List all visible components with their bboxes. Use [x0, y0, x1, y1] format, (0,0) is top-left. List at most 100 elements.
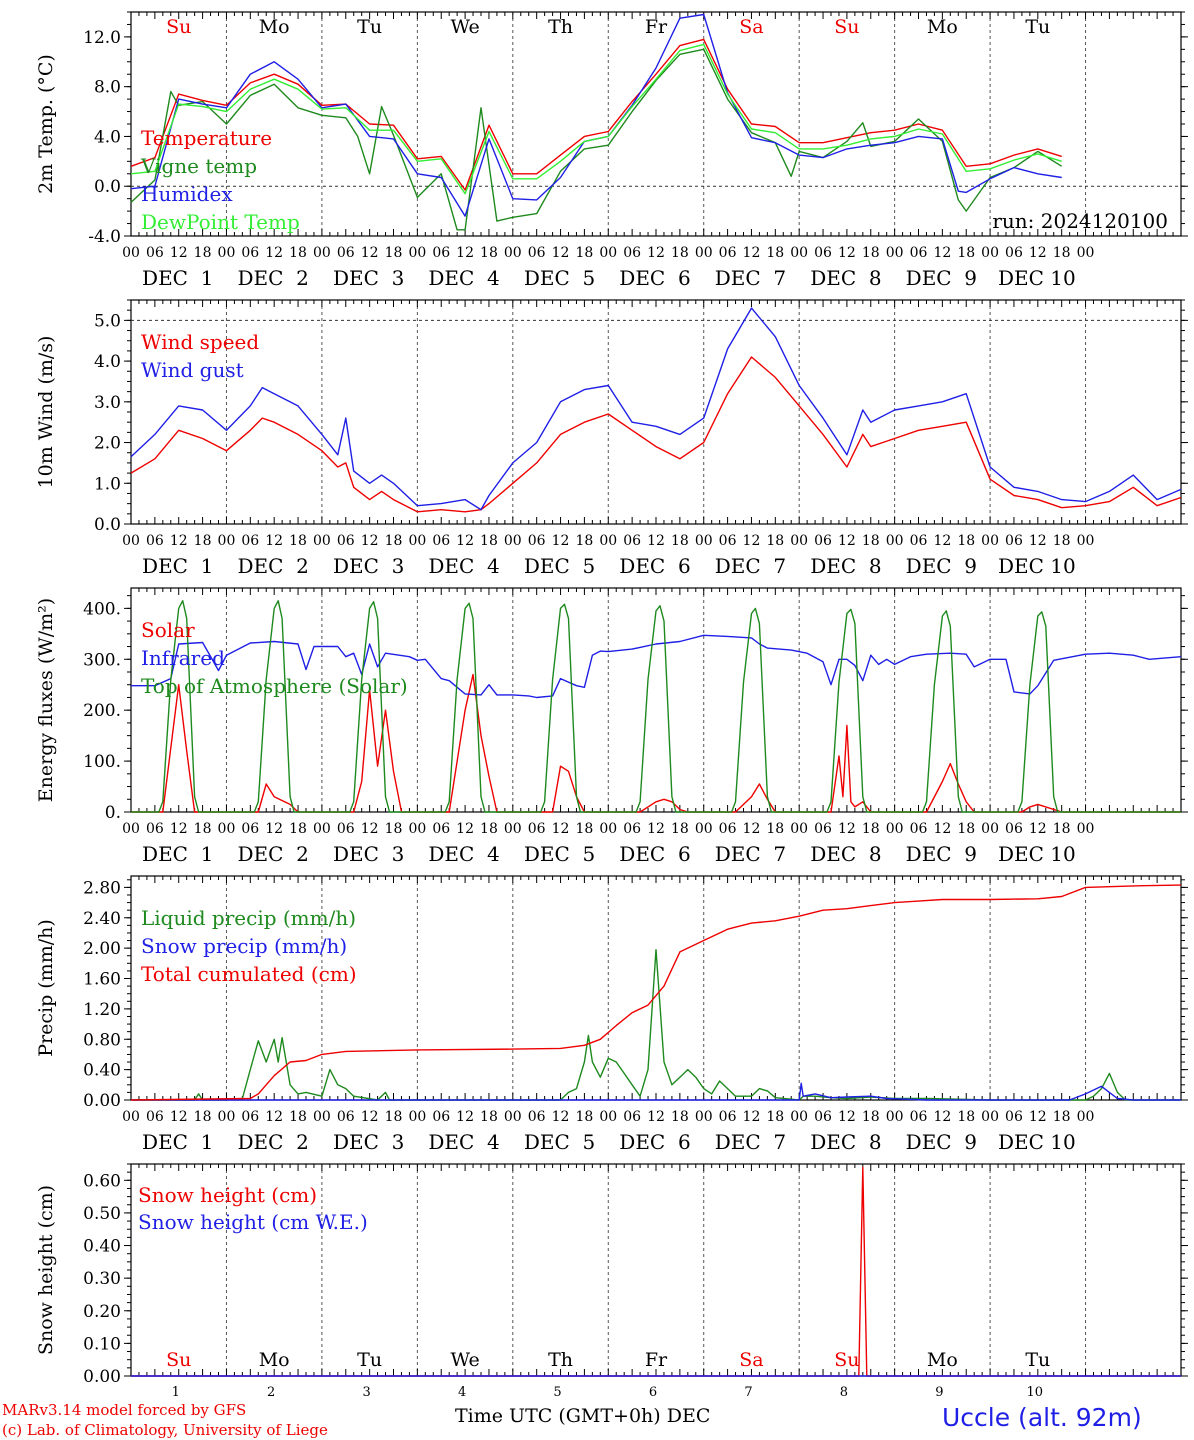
- y-tick-label: 300.: [83, 650, 121, 670]
- hour-tick-label: 00: [504, 245, 522, 261]
- hour-tick-label: 00: [695, 1109, 713, 1125]
- hour-tick-label: 00: [1077, 245, 1095, 261]
- y-axis-label: 2m Temp. (°C): [35, 54, 57, 194]
- series-line-snow-precip-mm-h-: [131, 1082, 1181, 1101]
- hour-tick-label: 06: [814, 533, 832, 549]
- y-tick-label: 0.40: [83, 1237, 121, 1257]
- day-label: DEC 5: [524, 266, 595, 290]
- hour-tick-label: 06: [241, 821, 259, 837]
- y-tick-label: 5.0: [94, 311, 121, 331]
- hour-tick-label: 12: [743, 533, 761, 549]
- hour-tick-label: 00: [218, 245, 236, 261]
- hour-tick-label: 12: [743, 245, 761, 261]
- hour-tick-label: 18: [289, 245, 307, 261]
- day-label: DEC 4: [428, 266, 499, 290]
- hour-tick-label: 12: [361, 245, 379, 261]
- y-tick-label: 0.10: [83, 1334, 121, 1354]
- day-label: DEC 8: [810, 842, 881, 866]
- hour-tick-label: 06: [432, 533, 450, 549]
- day-label: DEC 3: [333, 842, 404, 866]
- hour-tick-label: 00: [886, 1109, 904, 1125]
- day-label: DEC 2: [237, 554, 308, 578]
- hour-tick-label: 00: [408, 1109, 426, 1125]
- hour-tick-label: 06: [719, 1109, 737, 1125]
- day-label: DEC 1: [142, 842, 213, 866]
- legend-entry: Vigne temp: [140, 154, 257, 178]
- hour-tick-label: 06: [910, 821, 928, 837]
- day-label: DEC 6: [619, 1130, 690, 1154]
- day-label: DEC 8: [810, 266, 881, 290]
- hour-tick-label: 12: [647, 821, 665, 837]
- hour-tick-label: 00: [599, 533, 617, 549]
- hour-tick-label: 18: [957, 1109, 975, 1125]
- hour-tick-label: 12: [838, 821, 856, 837]
- series-line-dewpoint-temp: [130, 43, 1062, 195]
- y-tick-label: 2.80: [83, 878, 121, 898]
- hour-tick-label: 06: [814, 821, 832, 837]
- hour-tick-label: 18: [957, 245, 975, 261]
- legend-entry: Wind gust: [141, 358, 244, 382]
- hour-tick-label: 06: [623, 821, 641, 837]
- weekday-label: Mo: [927, 1349, 958, 1371]
- hour-tick-label: 06: [528, 821, 546, 837]
- day-label: DEC 3: [333, 554, 404, 578]
- hour-tick-label: 18: [575, 821, 593, 837]
- hour-tick-label: 00: [313, 821, 331, 837]
- legend-entry: Total cumulated (cm): [141, 962, 357, 986]
- day-label: DEC 10: [998, 1130, 1076, 1154]
- hour-tick-label: 18: [385, 821, 403, 837]
- day-number-label: 6: [649, 1385, 657, 1400]
- time-axis-label: Time UTC (GMT+0h) DEC: [455, 1405, 711, 1427]
- day-label: DEC 6: [619, 842, 690, 866]
- hour-tick-label: 12: [552, 245, 570, 261]
- hour-tick-label: 06: [432, 821, 450, 837]
- hour-tick-label: 12: [456, 533, 474, 549]
- series-line-wind-speed: [130, 356, 1182, 513]
- y-tick-label: 1.60: [83, 970, 121, 990]
- y-tick-label: -4.0: [88, 227, 121, 247]
- hour-tick-label: 00: [599, 1109, 617, 1125]
- hour-tick-label: 00: [981, 245, 999, 261]
- hour-tick-label: 06: [910, 1109, 928, 1125]
- panel-3: 0. 100. 200. 300. 400. Energy fluxes (W/m²) So…: [35, 587, 1188, 866]
- day-number-label: 10: [1027, 1385, 1044, 1400]
- y-tick-label: 1.0: [94, 474, 121, 494]
- legend-entry: DewPoint Temp: [141, 210, 300, 234]
- hour-tick-label: 12: [456, 1109, 474, 1125]
- hour-tick-label: 12: [170, 533, 188, 549]
- hour-tick-label: 18: [766, 1109, 784, 1125]
- hour-tick-label: 12: [743, 1109, 761, 1125]
- hour-tick-label: 12: [1029, 533, 1047, 549]
- y-axis-label: Precip (mm/h): [35, 919, 57, 1057]
- y-tick-label: 0.00: [83, 1367, 121, 1387]
- day-label: DEC 8: [810, 554, 881, 578]
- hour-tick-label: 00: [790, 1109, 808, 1125]
- weekday-label: Mo: [259, 16, 290, 38]
- day-number-label: 5: [553, 1385, 561, 1400]
- hour-tick-label: 06: [146, 245, 164, 261]
- hour-tick-label: 00: [1077, 533, 1095, 549]
- day-number-label: 9: [935, 1385, 943, 1400]
- hour-tick-label: 12: [456, 821, 474, 837]
- day-label: DEC 7: [715, 1130, 786, 1154]
- hour-tick-label: 18: [671, 533, 689, 549]
- hour-tick-label: 12: [838, 245, 856, 261]
- hour-tick-label: 18: [480, 533, 498, 549]
- day-label: DEC 1: [142, 266, 213, 290]
- y-tick-label: 2.40: [83, 909, 121, 929]
- legend-entry: Snow height (cm W.E.): [138, 1210, 368, 1234]
- legend-entry: Snow height (cm): [138, 1183, 317, 1207]
- weekday-label: Tu: [1025, 16, 1050, 38]
- y-tick-label: 0.: [105, 803, 121, 823]
- hour-tick-label: 18: [385, 533, 403, 549]
- hour-tick-label: 06: [528, 1109, 546, 1125]
- legend-entry: Temperature: [141, 126, 272, 150]
- hour-tick-label: 18: [480, 821, 498, 837]
- hour-tick-label: 06: [146, 533, 164, 549]
- hour-tick-label: 12: [838, 533, 856, 549]
- hour-tick-label: 06: [1005, 533, 1023, 549]
- day-label: DEC 1: [142, 1130, 213, 1154]
- hour-tick-label: 12: [265, 245, 283, 261]
- series-line-wind-gust: [130, 307, 1182, 511]
- y-tick-label: 0.50: [83, 1204, 121, 1224]
